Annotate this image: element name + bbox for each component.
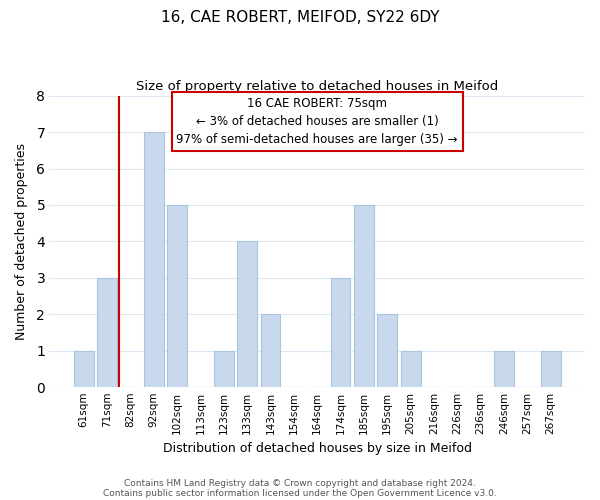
Bar — [331, 278, 350, 388]
Title: Size of property relative to detached houses in Meifod: Size of property relative to detached ho… — [136, 80, 499, 93]
Bar — [214, 351, 233, 388]
Bar — [144, 132, 164, 388]
Text: Contains public sector information licensed under the Open Government Licence v3: Contains public sector information licen… — [103, 488, 497, 498]
Bar — [260, 314, 280, 388]
Y-axis label: Number of detached properties: Number of detached properties — [15, 143, 28, 340]
Text: Contains HM Land Registry data © Crown copyright and database right 2024.: Contains HM Land Registry data © Crown c… — [124, 478, 476, 488]
Bar — [494, 351, 514, 388]
Bar — [354, 205, 374, 388]
Bar — [401, 351, 421, 388]
X-axis label: Distribution of detached houses by size in Meifod: Distribution of detached houses by size … — [163, 442, 472, 455]
Bar — [97, 278, 117, 388]
Text: 16 CAE ROBERT: 75sqm
← 3% of detached houses are smaller (1)
97% of semi-detache: 16 CAE ROBERT: 75sqm ← 3% of detached ho… — [176, 97, 458, 146]
Bar — [237, 242, 257, 388]
Bar — [377, 314, 397, 388]
Text: 16, CAE ROBERT, MEIFOD, SY22 6DY: 16, CAE ROBERT, MEIFOD, SY22 6DY — [161, 10, 439, 25]
Bar — [74, 351, 94, 388]
Bar — [541, 351, 560, 388]
Bar — [167, 205, 187, 388]
